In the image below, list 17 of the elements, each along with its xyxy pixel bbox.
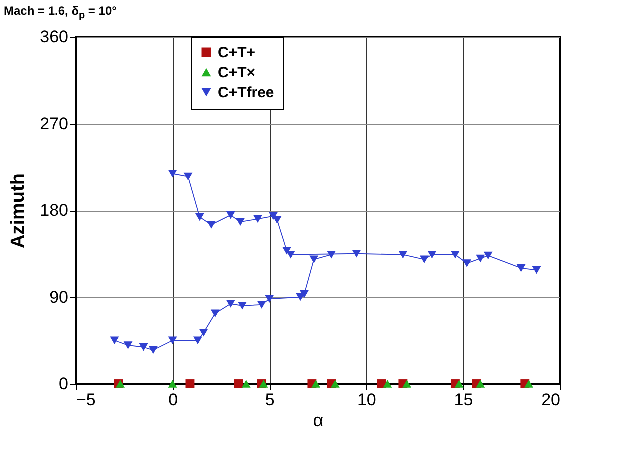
y-axis-title: Azimuth [8, 174, 30, 248]
x-axis-title: α [313, 410, 324, 430]
y-tick-label: 0 [59, 374, 68, 394]
y-tick-label: 360 [40, 28, 68, 46]
y-tick-label: 90 [50, 288, 68, 307]
x-tick-label: 5 [265, 390, 275, 410]
y-tick-label: 180 [40, 201, 68, 220]
y-tick-label: 270 [40, 114, 68, 134]
legend-label: C+Tfree [218, 84, 274, 102]
legend-label: C+T+ [218, 44, 256, 62]
chart-title: Mach = 1.6, δ$_{p}$ = 10° [4, 4, 117, 22]
x-tick-label: 10 [357, 390, 376, 410]
x-tick-label: 0 [168, 390, 178, 410]
legend-label: C+T× [218, 64, 256, 82]
x-tick-label: 20 [542, 390, 560, 410]
x-tick-label: 15 [454, 390, 474, 410]
x-tick-label: −5 [76, 390, 96, 410]
